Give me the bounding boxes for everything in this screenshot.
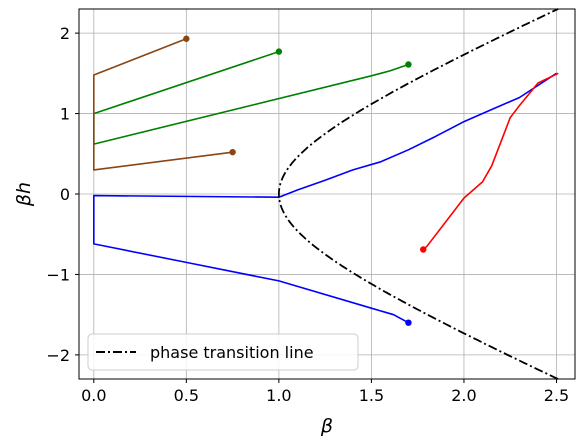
y-tick-label: 1 — [60, 105, 70, 124]
grid — [79, 9, 575, 379]
legend-label-phase-transition-line: phase transition line — [150, 343, 314, 362]
y-tick-label: 2 — [60, 24, 70, 43]
series-line-1 — [422, 72, 559, 251]
series-3-start-marker — [183, 35, 190, 42]
x-tick-label: 2.5 — [544, 386, 569, 405]
x-axis-label: β — [320, 415, 333, 437]
series-2-end-marker — [405, 61, 412, 68]
markers-layer — [183, 35, 427, 326]
x-tick-label: 0.0 — [81, 386, 106, 405]
series-2-start-marker — [275, 48, 283, 55]
y-tick-label: 0 — [60, 185, 70, 204]
series-1-end-marker — [420, 246, 427, 253]
y-axis-label: βh — [13, 182, 35, 207]
series-0-end-marker — [405, 319, 412, 326]
x-tick-label: 1.0 — [266, 386, 291, 405]
ticks: 0.0 0.5 1.0 1.5 2.0 2.5 −2 −1 0 1 2 — [46, 24, 569, 405]
legend-frame — [87, 333, 359, 371]
series-line-0 — [93, 72, 557, 324]
x-tick-label: 0.5 — [174, 386, 199, 405]
y-tick-label: −2 — [46, 346, 70, 365]
x-tick-label: 1.5 — [359, 386, 384, 405]
x-tick-label: 2.0 — [451, 386, 476, 405]
legend: phase transition line — [87, 333, 359, 371]
series-line-2 — [93, 50, 409, 145]
phase-transition-line — [278, 8, 559, 380]
series-3-end-marker — [229, 148, 236, 156]
series-line-3 — [93, 38, 233, 171]
y-tick-label: −1 — [46, 265, 70, 284]
series-layer — [93, 8, 559, 380]
